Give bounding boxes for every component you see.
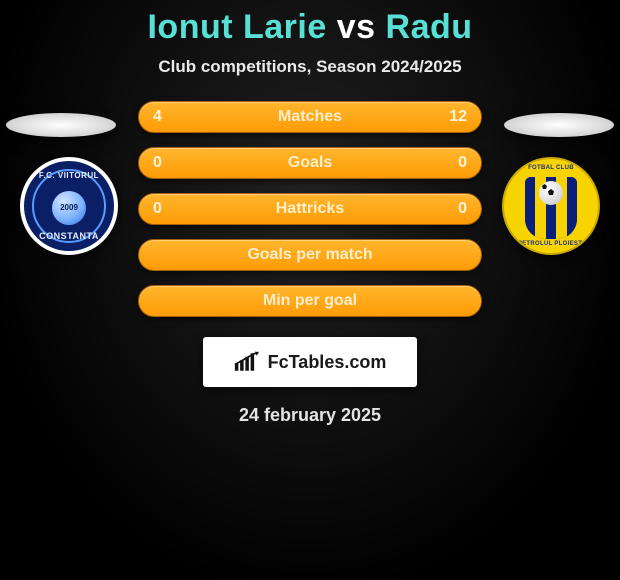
stat-left: 0 [153,154,162,172]
crest-right-ball-icon [539,181,563,205]
platform-right [504,113,614,137]
stat-row: Goals per match [138,239,482,271]
stat-left: 4 [153,108,162,126]
stat-row: 4 Matches 12 [138,101,482,133]
arena: F.C. VIITORUL 2009 CONSTANTA FOTBAL CLUB… [0,101,620,426]
page-title: Ionut Larie vs Radu [0,0,620,47]
date-label: 24 february 2025 [0,405,620,426]
stat-right: 0 [458,154,467,172]
stat-row: 0 Goals 0 [138,147,482,179]
stat-label: Min per goal [263,292,357,310]
stat-label: Hattricks [276,200,344,218]
brand-badge: FcTables.com [203,337,417,387]
stat-row: Min per goal [138,285,482,317]
stat-left: 0 [153,200,162,218]
brand-text: FcTables.com [268,352,387,373]
crest-left-top-text: F.C. VIITORUL [24,171,114,180]
platform-left [6,113,116,137]
player1-name: Ionut Larie [147,8,326,46]
player2-name: Radu [386,8,473,46]
stat-right: 12 [449,108,467,126]
crest-left-year: 2009 [60,203,78,212]
stat-label: Matches [278,108,342,126]
stat-label: Goals [288,154,332,172]
crest-right-top-text: FOTBAL CLUB [504,165,598,171]
comparison-card: Ionut Larie vs Radu Club competitions, S… [0,0,620,580]
stats-bars: 4 Matches 12 0 Goals 0 0 Hattricks 0 Goa… [138,101,482,317]
club-crest-right: FOTBAL CLUB PETROLUL PLOIESTI [502,157,600,255]
bar-chart-icon [234,351,262,373]
subtitle: Club competitions, Season 2024/2025 [0,57,620,77]
crest-right-bottom-text: PETROLUL PLOIESTI [504,241,598,247]
club-crest-left: F.C. VIITORUL 2009 CONSTANTA [20,157,118,255]
vs-text: vs [337,8,376,46]
crest-left-bottom-text: CONSTANTA [24,231,114,241]
stat-row: 0 Hattricks 0 [138,193,482,225]
petrolul-crest: FOTBAL CLUB PETROLUL PLOIESTI [502,157,600,255]
stat-label: Goals per match [247,246,372,264]
fc-viitorul-crest: F.C. VIITORUL 2009 CONSTANTA [20,157,118,255]
stat-right: 0 [458,200,467,218]
